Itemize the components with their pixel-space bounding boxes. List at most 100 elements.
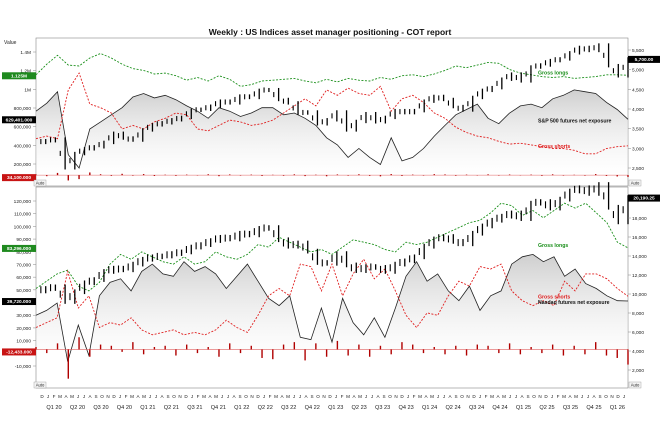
month-tick-label: O [532, 394, 536, 399]
month-tick-label: M [346, 394, 350, 399]
month-tick-label: M [202, 394, 206, 399]
left-tick-label: 20,000 [16, 326, 31, 332]
month-tick-label: J [371, 394, 373, 399]
month-tick-label: F [485, 394, 488, 399]
month-tick-label: N [394, 394, 397, 399]
month-tick-label: M [130, 394, 134, 399]
short-value-badge [2, 174, 36, 182]
quarter-tick-label: Q3 20 [93, 405, 108, 411]
right-tick-label: 4,000 [632, 349, 644, 355]
month-tick-label: J [83, 394, 85, 399]
left-tick-label: 100,000 [14, 224, 32, 230]
month-tick-label: A [280, 394, 284, 399]
right-tick-label: 10,000 [632, 292, 647, 298]
net-value-badge-text: 39,720.000 [7, 299, 31, 305]
month-tick-label: M [58, 394, 62, 399]
auto-scale-box [33, 381, 47, 389]
net-exposure-line [35, 89, 629, 169]
month-tick-label: J [191, 394, 193, 399]
month-tick-label: N [538, 394, 541, 399]
month-tick-label: J [155, 394, 157, 399]
right-tick-label: 3,000 [632, 146, 644, 152]
month-tick-label: D [400, 394, 404, 399]
month-tick-label: J [437, 394, 439, 399]
month-tick-label: M [490, 394, 494, 399]
month-tick-label: A [208, 394, 212, 399]
right-tick-label: 6,000 [632, 330, 644, 336]
panel-2: 120,000 110,000 100,000 90,000 80,000 70,000 6… [2, 182, 660, 389]
quarter-tick-label: Q3 24 [469, 405, 484, 411]
month-tick-label: A [496, 394, 500, 399]
panel-1: 1.4M 1.2M 1M 800,000 600,000 400,000 200,000 5,… [2, 37, 660, 187]
month-tick-label: A [592, 394, 596, 399]
month-tick-label: A [376, 394, 380, 399]
quarter-tick-label: Q2 23 [352, 405, 367, 411]
month-tick-label: O [244, 394, 248, 399]
quarter-tick-label: Q4 20 [117, 405, 132, 411]
month-tick-label: A [232, 394, 236, 399]
month-tick-label: M [358, 394, 362, 399]
quarter-tick-label: Q3 23 [375, 405, 390, 411]
auto-scale-label: Auto [36, 181, 45, 186]
month-tick-label: S [166, 394, 169, 399]
panel-frame [35, 186, 629, 389]
quarter-tick-label: Q4 21 [211, 405, 226, 411]
left-tick-label: 70,000 [16, 262, 31, 268]
weekly-change-bars [35, 172, 629, 181]
month-tick-label: S [598, 394, 601, 399]
month-tick-label: O [100, 394, 104, 399]
month-tick-label: M [274, 394, 278, 399]
month-tick-label: A [424, 394, 428, 399]
month-tick-label: J [77, 394, 79, 399]
quarter-tick-label: Q1 21 [140, 405, 155, 411]
month-tick-label: F [125, 394, 128, 399]
price-series [40, 182, 629, 304]
net-exposure-label: Nasdaq futures net exposure [538, 300, 610, 306]
month-tick-label: N [466, 394, 469, 399]
month-tick-label: D [40, 394, 44, 399]
net-value-badge-text: 629,401.000 [6, 117, 33, 123]
month-tick-label: D [472, 394, 476, 399]
month-tick-label: F [197, 394, 200, 399]
month-tick-label: J [581, 394, 583, 399]
left-axis-label: Value [4, 40, 17, 46]
month-tick-label: M [418, 394, 422, 399]
right-tick-label: 4,500 [632, 87, 644, 93]
month-tick-label: F [269, 394, 272, 399]
month-tick-label: A [520, 394, 524, 399]
auto-scale-box [33, 179, 47, 187]
month-tick-label: M [430, 394, 434, 399]
short-value-badge-text: -12,433.000 [6, 349, 32, 355]
right-tick-label: 5,000 [632, 68, 644, 74]
month-tick-label: M [70, 394, 74, 399]
quarter-tick-label: Q1 22 [234, 405, 249, 411]
month-tick-label: A [304, 394, 308, 399]
net-exposure-area [36, 254, 628, 362]
quarter-tick-label: Q4 25 [586, 405, 601, 411]
quarter-tick-label: Q2 20 [70, 405, 85, 411]
left-tick-label: 30,000 [16, 313, 31, 319]
month-tick-label: J [119, 394, 121, 399]
left-tick-label: 110,000 [14, 212, 31, 218]
gross-shorts-line [35, 258, 629, 336]
left-tick-label: 120,000 [14, 199, 32, 205]
month-tick-label: J [335, 394, 337, 399]
month-tick-label: J [587, 394, 589, 399]
month-tick-label: M [562, 394, 566, 399]
left-tick-label: 1.4M [20, 50, 31, 56]
right-tick-label: 5,500 [632, 48, 644, 54]
month-tick-label: N [610, 394, 613, 399]
month-tick-label: J [149, 394, 151, 399]
left-tick-label: -10,000 [15, 364, 32, 370]
quarter-tick-label: Q1 20 [46, 405, 61, 411]
quarter-tick-label: Q4 22 [305, 405, 320, 411]
month-tick-label: F [341, 394, 344, 399]
month-tick-label: M [214, 394, 218, 399]
quarter-tick-label: Q3 21 [187, 405, 202, 411]
price-value-badge-text: 5,700.00 [635, 57, 654, 63]
quarter-tick-label: Q1 26 [610, 405, 625, 411]
left-tick-label: 800,000 [14, 106, 32, 112]
month-tick-label: N [322, 394, 325, 399]
short-value-badge [2, 348, 36, 356]
